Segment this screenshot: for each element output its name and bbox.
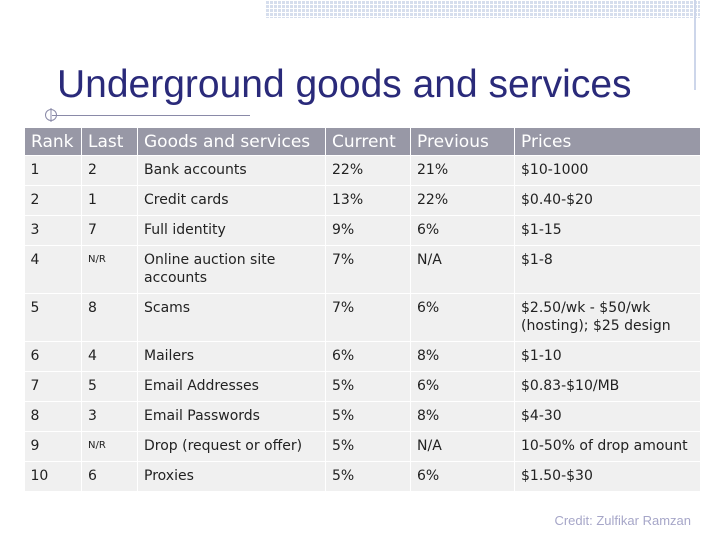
- goods-cell: Mailers: [137, 341, 326, 372]
- last-rank-cell: N/R: [81, 431, 138, 462]
- rank-cell: 1: [24, 155, 82, 186]
- goods-cell: Email Passwords: [137, 401, 326, 432]
- prices-cell: $10-1000: [514, 155, 701, 186]
- goods-table-container: Rank Last Goods and services Current Pre…: [24, 127, 701, 492]
- previous-cell: 8%: [410, 401, 515, 432]
- previous-cell: 6%: [410, 215, 515, 246]
- decorative-grid-band: [265, 0, 700, 18]
- prices-cell: $1-10: [514, 341, 701, 372]
- current-cell: 6%: [325, 341, 411, 372]
- current-cell: 5%: [325, 401, 411, 432]
- goods-cell: Bank accounts: [137, 155, 326, 186]
- previous-cell: 6%: [410, 461, 515, 492]
- prices-cell: $2.50/wk - $50/wk (hosting); $25 design: [514, 293, 701, 342]
- current-cell: 5%: [325, 461, 411, 492]
- column-header-previous: Previous: [410, 127, 515, 156]
- title-underline: [52, 115, 250, 116]
- table-row: 3 7 Full identity 9% 6% $1-15: [24, 215, 701, 246]
- rank-cell: 8: [24, 401, 82, 432]
- current-cell: 13%: [325, 185, 411, 216]
- rank-cell: 3: [24, 215, 82, 246]
- current-cell: 7%: [325, 245, 411, 294]
- previous-cell: 21%: [410, 155, 515, 186]
- table-row: 4 N/R Online auction site accounts 7% N/A $1-…: [24, 245, 701, 294]
- table-row: 7 5 Email Addresses 5% 6% $0.83-$10/MB: [24, 371, 701, 402]
- rank-cell: 7: [24, 371, 82, 402]
- last-rank-cell: 7: [81, 215, 138, 246]
- last-rank-cell: 5: [81, 371, 138, 402]
- table-row: 5 8 Scams 7% 6% $2.50/wk - $50/wk (hosting); …: [24, 293, 701, 342]
- prices-cell: $1-8: [514, 245, 701, 294]
- rank-cell: 2: [24, 185, 82, 216]
- rank-cell: 4: [24, 245, 82, 294]
- last-rank-cell: 2: [81, 155, 138, 186]
- current-cell: 9%: [325, 215, 411, 246]
- column-header-last: Last: [81, 127, 138, 156]
- prices-cell: $4-30: [514, 401, 701, 432]
- table-row: 10 6 Proxies 5% 6% $1.50-$30: [24, 461, 701, 492]
- table-row: 8 3 Email Passwords 5% 8% $4-30: [24, 401, 701, 432]
- table-row: 1 2 Bank accounts 22% 21% $10-1000: [24, 155, 701, 186]
- goods-cell: Proxies: [137, 461, 326, 492]
- goods-cell: Drop (request or offer): [137, 431, 326, 462]
- previous-cell: N/A: [410, 245, 515, 294]
- last-rank-cell: 1: [81, 185, 138, 216]
- last-rank-cell: 4: [81, 341, 138, 372]
- goods-cell: Online auction site accounts: [137, 245, 326, 294]
- goods-cell: Full identity: [137, 215, 326, 246]
- previous-cell: N/A: [410, 431, 515, 462]
- prices-cell: $0.83-$10/MB: [514, 371, 701, 402]
- goods-cell: Credit cards: [137, 185, 326, 216]
- rank-cell: 6: [24, 341, 82, 372]
- column-header-prices: Prices: [514, 127, 701, 156]
- current-cell: 7%: [325, 293, 411, 342]
- current-cell: 22%: [325, 155, 411, 186]
- previous-cell: 22%: [410, 185, 515, 216]
- table-header-row: Rank Last Goods and services Current Pre…: [24, 127, 701, 156]
- table-row: 6 4 Mailers 6% 8% $1-10: [24, 341, 701, 372]
- current-cell: 5%: [325, 431, 411, 462]
- prices-cell: $0.40-$20: [514, 185, 701, 216]
- column-header-rank: Rank: [24, 127, 82, 156]
- prices-cell: $1-15: [514, 215, 701, 246]
- prices-cell: $1.50-$30: [514, 461, 701, 492]
- page-title: Underground goods and services: [57, 63, 632, 106]
- prices-cell: 10-50% of drop amount: [514, 431, 701, 462]
- last-rank-cell: 6: [81, 461, 138, 492]
- goods-table: Rank Last Goods and services Current Pre…: [24, 127, 701, 492]
- current-cell: 5%: [325, 371, 411, 402]
- last-rank-cell: 3: [81, 401, 138, 432]
- previous-cell: 6%: [410, 371, 515, 402]
- column-header-goods: Goods and services: [137, 127, 326, 156]
- goods-cell: Email Addresses: [137, 371, 326, 402]
- rank-cell: 5: [24, 293, 82, 342]
- column-header-current: Current: [325, 127, 411, 156]
- decorative-vertical-line: [694, 0, 696, 90]
- table-body: 1 2 Bank accounts 22% 21% $10-1000 2 1 Credit ca…: [24, 155, 701, 492]
- previous-cell: 6%: [410, 293, 515, 342]
- credit-text: Credit: Zulfikar Ramzan: [554, 513, 691, 528]
- table-row: 2 1 Credit cards 13% 22% $0.40-$20: [24, 185, 701, 216]
- last-rank-cell: N/R: [81, 245, 138, 294]
- previous-cell: 8%: [410, 341, 515, 372]
- last-rank-cell: 8: [81, 293, 138, 342]
- goods-cell: Scams: [137, 293, 326, 342]
- table-row: 9 N/R Drop (request or offer) 5% N/A 10-50% o…: [24, 431, 701, 462]
- rank-cell: 10: [24, 461, 82, 492]
- rank-cell: 9: [24, 431, 82, 462]
